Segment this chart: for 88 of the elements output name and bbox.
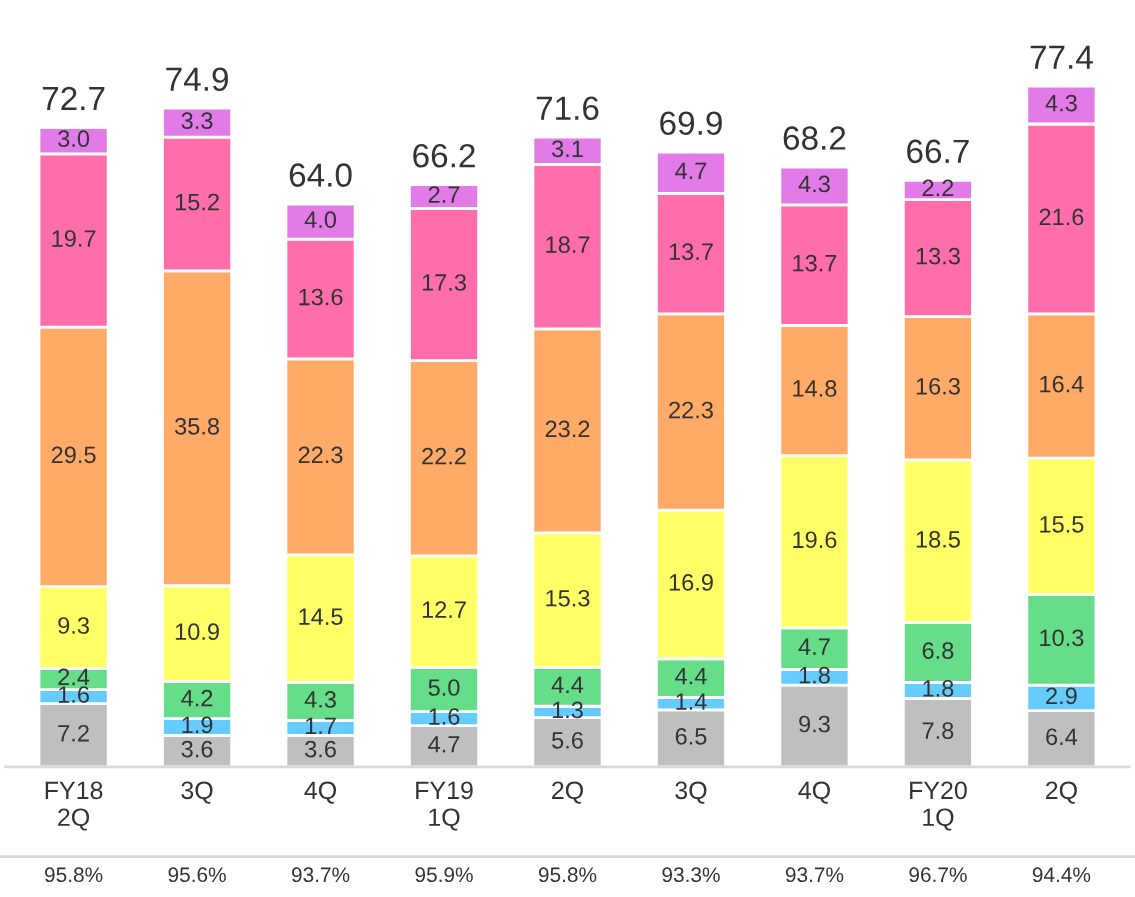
data-label: 4.3: [798, 175, 830, 193]
x-tick-label: 3Q: [181, 781, 213, 804]
data-label: 22.3: [298, 446, 343, 464]
total-label: 69.9: [660, 111, 722, 135]
data-label: 2.9: [1046, 687, 1077, 705]
total-label: 77.4: [1030, 45, 1093, 69]
data-label: 3.6: [181, 740, 213, 758]
x-tick-label: 3Q: [675, 781, 707, 804]
data-label: 18.5: [916, 530, 960, 548]
total-label: 72.7: [42, 86, 105, 111]
data-label: 16.3: [916, 377, 960, 395]
data-label: 4.3: [1045, 94, 1077, 112]
data-label: 6.5: [675, 727, 707, 745]
total-label: 71.6: [536, 96, 599, 121]
data-label: 13.3: [916, 247, 960, 265]
data-label: 19.6: [793, 531, 837, 549]
data-label: 5.0: [428, 679, 460, 696]
data-label: 13.6: [299, 288, 343, 306]
x-tick-label: FY20 1Q: [910, 781, 967, 831]
text: 93.7%: [785, 867, 844, 883]
data-label: 15.2: [175, 193, 219, 211]
data-label: 16.9: [669, 574, 713, 591]
data-label: 15.5: [1040, 516, 1084, 533]
data-label: 9.3: [58, 617, 89, 634]
x-tick-label: 2Q: [1046, 781, 1077, 804]
x-tick-label: FY19 1Q: [416, 781, 473, 831]
data-label: 4.7: [798, 638, 830, 655]
x-tick-label: 2Q: [552, 781, 583, 804]
total-label: 74.9: [166, 67, 228, 92]
data-label: 13.7: [669, 243, 713, 261]
x-tick-label: FY18 2Q: [45, 781, 103, 831]
data-label: 1.6: [58, 686, 89, 703]
data-label: 4.2: [181, 689, 213, 707]
data-label: 4.3: [304, 691, 336, 708]
text: 93.7%: [291, 867, 350, 883]
data-label: 12.7: [422, 601, 466, 618]
data-label: 9.3: [799, 715, 830, 733]
text: 95.6%: [168, 867, 226, 883]
data-label: 17.3: [422, 274, 466, 291]
data-label: 2.2: [922, 179, 954, 197]
data-label: 6.4: [1046, 728, 1078, 746]
text: 95.8%: [538, 867, 597, 883]
data-label: 1.8: [923, 680, 954, 697]
data-label: 35.8: [174, 417, 220, 435]
text: 96.7%: [909, 867, 967, 883]
data-label: 3.3: [181, 112, 213, 130]
data-label: 5.6: [552, 731, 583, 749]
data-label: 15.3: [546, 589, 590, 607]
data-label: 1.7: [305, 717, 336, 734]
total-label: 66.2: [413, 143, 475, 168]
data-label: 4.7: [675, 162, 707, 179]
data-label: 1.8: [799, 666, 830, 684]
total-label: 68.2: [783, 126, 846, 150]
data-label: 22.2: [422, 447, 466, 465]
x-tick-label: 4Q: [304, 781, 337, 804]
data-label: 13.7: [793, 254, 837, 272]
data-label: 4.4: [675, 667, 707, 685]
data-label: 2.7: [428, 186, 460, 203]
total-label: 66.7: [907, 139, 969, 164]
data-label: 7.2: [58, 724, 89, 742]
text: 95.8%: [45, 867, 103, 883]
text: 93.3%: [662, 867, 720, 883]
data-label: 4.0: [304, 211, 337, 228]
data-label: 1.6: [429, 708, 460, 725]
data-label: 1.9: [182, 716, 213, 734]
data-label: 21.6: [1039, 208, 1084, 226]
data-label: 29.5: [51, 446, 96, 464]
total-label: 64.0: [289, 163, 352, 187]
data-label: 23.2: [545, 420, 590, 438]
data-label: 4.4: [551, 676, 584, 693]
data-label: 2.4: [58, 668, 90, 686]
data-label: 14.5: [299, 608, 343, 626]
data-label: 18.7: [546, 236, 590, 254]
data-label: 3.0: [58, 130, 90, 148]
data-label: 14.8: [793, 380, 837, 397]
data-label: 16.4: [1040, 375, 1084, 393]
data-label: 4.7: [428, 736, 460, 753]
x-tick-label: 4Q: [798, 781, 830, 804]
data-label: 6.8: [922, 642, 954, 659]
text: 94.4%: [1032, 867, 1091, 883]
data-label: 3.1: [551, 140, 583, 158]
data-label: 10.9: [175, 623, 219, 641]
data-label: 19.7: [52, 230, 96, 247]
data-label: 22.3: [669, 401, 713, 419]
data-label: 7.8: [922, 722, 954, 739]
data-label: 3.6: [305, 740, 336, 758]
data-label: 10.3: [1040, 629, 1084, 647]
text: 95.9%: [415, 867, 473, 883]
